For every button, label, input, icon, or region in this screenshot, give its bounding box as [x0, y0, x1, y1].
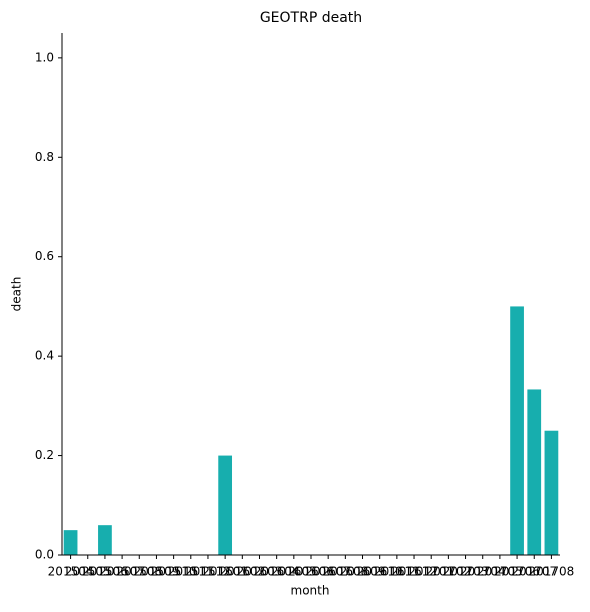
x-tick-label: 201511: [168, 565, 214, 579]
y-tick-label: 0.8: [35, 150, 54, 164]
x-tick-label: 201705: [477, 565, 523, 579]
x-tick-label: 201606: [288, 565, 334, 579]
x-tick-label: 201509: [134, 565, 180, 579]
bar: [544, 430, 559, 555]
x-tick-label: 201701: [408, 565, 454, 579]
x-tick-label: 201609: [340, 565, 386, 579]
x-tick-label: 201508: [116, 565, 162, 579]
y-tick-label: 0.4: [35, 349, 54, 363]
x-tick-label: 201601: [202, 565, 248, 579]
x-tick-label: 201505: [65, 565, 111, 579]
y-tick-label: 0.0: [35, 548, 54, 562]
x-tick-label: 201608: [322, 565, 368, 579]
bar: [63, 530, 78, 555]
x-axis-label: month: [291, 584, 330, 598]
x-tick-label: 201507: [99, 565, 145, 579]
chart-title: GEOTRP death: [260, 10, 362, 26]
x-tick-label: 201504: [48, 565, 94, 579]
x-tick-label: 201702: [425, 565, 471, 579]
y-axis-label: death: [10, 277, 24, 312]
x-tick-label: 201611: [374, 565, 420, 579]
x-tick-label: 201603: [237, 565, 283, 579]
y-tick-label: 0.2: [35, 448, 54, 462]
y-tick-label: 0.6: [35, 249, 54, 263]
x-tick-label: 201610: [357, 565, 403, 579]
x-tick-label: 201612: [391, 565, 437, 579]
x-tick-label: 201706: [494, 565, 540, 579]
x-tick-label: 201707: [511, 565, 557, 579]
x-tick-label: 201602: [219, 565, 265, 579]
bar: [510, 306, 524, 555]
x-tick-label: 201604: [254, 565, 300, 579]
bar: [218, 455, 233, 555]
x-tick-label: 201605: [271, 565, 317, 579]
bar: [527, 389, 542, 555]
y-tick-label: 1.0: [35, 50, 54, 64]
x-tick-label: 201607: [305, 565, 351, 579]
x-tick-label: 201708: [529, 565, 575, 579]
bar: [98, 525, 112, 555]
x-tick-label: 201512: [185, 565, 231, 579]
x-tick-label: 201506: [82, 565, 128, 579]
x-tick-label: 201703: [443, 565, 489, 579]
x-tick-label: 201704: [460, 565, 506, 579]
x-tick-label: 201510: [151, 565, 197, 579]
